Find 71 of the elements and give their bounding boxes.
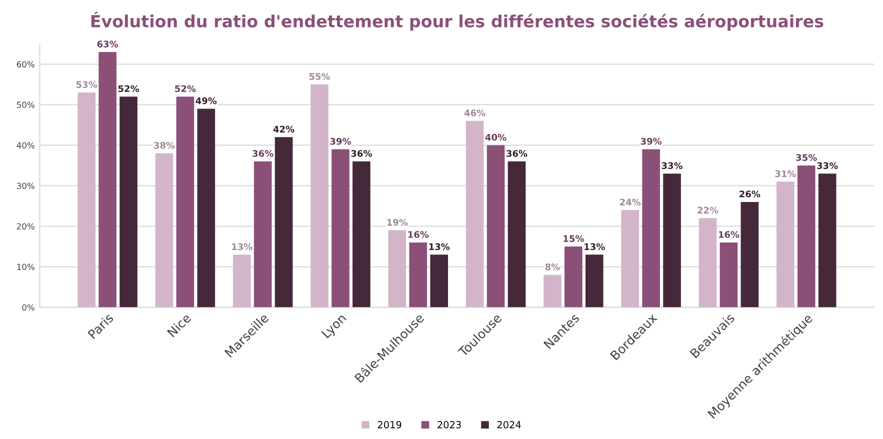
- bar: [544, 274, 562, 308]
- bar: [466, 120, 484, 308]
- y-tick-label: 30%: [16, 182, 34, 190]
- bar: [797, 165, 816, 308]
- data-label: 33%: [662, 162, 683, 170]
- legend-label: 2024: [497, 421, 521, 428]
- data-label: 36%: [252, 150, 274, 157]
- bar: [232, 254, 251, 308]
- bar: [274, 137, 293, 308]
- data-label: 16%: [718, 231, 740, 238]
- data-label: 35%: [796, 154, 817, 161]
- y-tick-label: 0%: [22, 304, 34, 311]
- data-label: 16%: [408, 231, 429, 238]
- legend-label: 2023: [438, 421, 461, 428]
- data-label: 40%: [485, 134, 506, 141]
- data-label: 24%: [620, 198, 641, 206]
- bar: [352, 161, 370, 308]
- y-tick-label: 40%: [16, 142, 34, 148]
- bar: [332, 149, 350, 308]
- bar: [585, 254, 604, 308]
- data-label: 33%: [817, 162, 838, 170]
- bar: [740, 202, 759, 308]
- bar: [818, 174, 836, 308]
- bar: [776, 182, 794, 308]
- data-label: 36%: [351, 150, 372, 157]
- legend-label: 2019: [378, 421, 402, 428]
- bar: [120, 96, 138, 308]
- y-tick-label: 10%: [17, 264, 34, 270]
- bar: [310, 84, 328, 308]
- data-label: 8%: [545, 264, 560, 270]
- bar: [720, 242, 738, 308]
- data-label: 38%: [154, 142, 175, 149]
- data-label: 19%: [387, 218, 408, 226]
- bar: [564, 246, 582, 308]
- data-label: 52%: [175, 85, 196, 92]
- data-label: 55%: [309, 73, 330, 80]
- bar: [430, 254, 448, 308]
- data-label: 49%: [196, 97, 217, 104]
- bar: [176, 96, 194, 308]
- data-label: 53%: [76, 81, 98, 88]
- bar: [409, 242, 428, 308]
- data-label: 13%: [584, 243, 605, 250]
- bar: [642, 149, 660, 308]
- data-label: 13%: [429, 243, 450, 250]
- bar: [621, 210, 640, 308]
- bar: [486, 145, 505, 308]
- data-label: 36%: [506, 150, 528, 157]
- bar: [388, 230, 406, 308]
- data-label: 39%: [330, 138, 351, 145]
- bar: [663, 174, 681, 308]
- bar: [78, 92, 96, 308]
- data-label: 39%: [640, 138, 662, 145]
- y-tick-label: 20%: [16, 223, 34, 230]
- data-label: 26%: [740, 190, 760, 198]
- bar: [698, 218, 717, 308]
- data-label: 22%: [698, 206, 718, 214]
- data-label: 46%: [464, 110, 486, 116]
- data-label: 42%: [273, 126, 294, 133]
- y-tick-label: 50%: [16, 102, 34, 108]
- data-label: 15%: [564, 235, 584, 242]
- bar: [197, 108, 216, 308]
- y-tick-label: 60%: [16, 61, 34, 68]
- bar: [508, 161, 526, 308]
- data-label: 52%: [118, 85, 140, 92]
- data-label: 31%: [775, 170, 796, 178]
- bar: [155, 153, 174, 308]
- chart-title: Évolution du ratio d'endettement pour les différentes sociétés aéroportuaires: [91, 12, 824, 31]
- data-label: 63%: [97, 40, 118, 48]
- data-label: 13%: [232, 243, 252, 250]
- bar: [254, 161, 272, 308]
- bar: [98, 52, 116, 308]
